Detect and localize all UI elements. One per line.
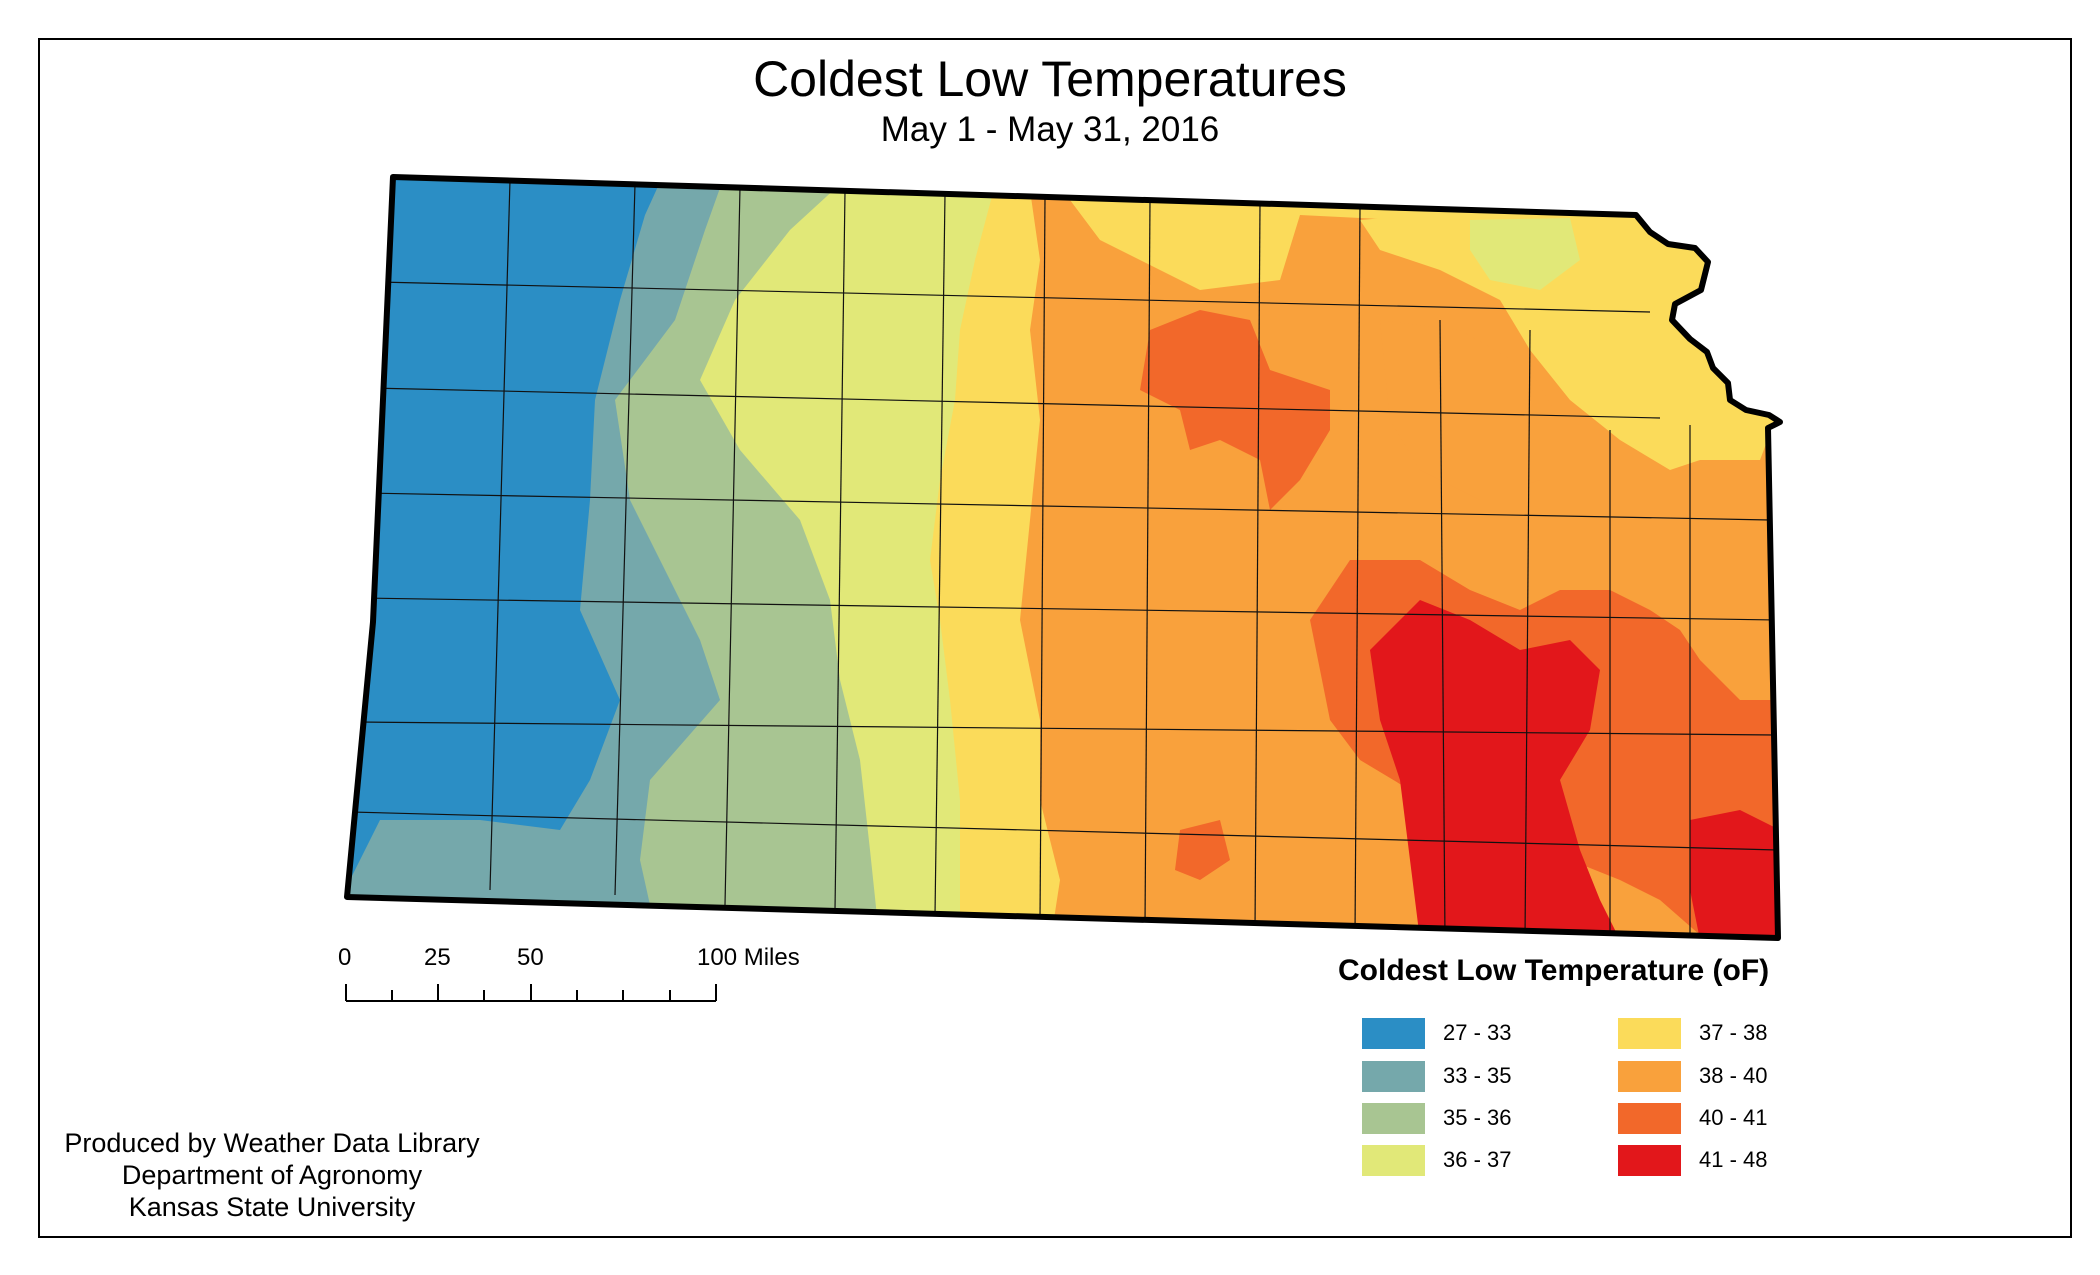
- legend-label: 35 - 36: [1443, 1105, 1512, 1130]
- county-lines: [350, 179, 1779, 938]
- legend-label: 37 - 38: [1699, 1020, 1768, 1045]
- legend-swatch: [1362, 1145, 1425, 1176]
- credit-line-university: Kansas State University: [128, 1192, 416, 1222]
- kansas-state-border: [344, 174, 1783, 941]
- map-subtitle: May 1 - May 31, 2016: [880, 110, 1220, 149]
- scale-label-100-miles: 100 Miles: [697, 944, 800, 971]
- legend-label: 40 - 41: [1699, 1105, 1768, 1130]
- legend-item: 40 - 41: [1618, 1103, 1918, 1137]
- scale-label-50: 50: [517, 944, 544, 971]
- legend-label: 41 - 48: [1699, 1147, 1768, 1172]
- legend-swatch: [1618, 1103, 1681, 1134]
- legend-title: Coldest Low Temperature (oF): [1338, 954, 1770, 987]
- legend-label: 36 - 37: [1443, 1147, 1512, 1172]
- legend-swatch: [1618, 1018, 1681, 1049]
- legend-item: 27 - 33: [1362, 1018, 1662, 1052]
- legend-item: 37 - 38: [1618, 1018, 1918, 1052]
- map-title: Coldest Low Temperatures: [753, 51, 1347, 107]
- legend-swatch: [1362, 1061, 1425, 1092]
- legend-label: 33 - 35: [1443, 1063, 1512, 1088]
- zone-41-48: [1370, 600, 1620, 938]
- credit-line-department: Department of Agronomy: [121, 1160, 423, 1190]
- zone-37-38-ne: [1360, 210, 1775, 470]
- scale-label-25: 25: [424, 944, 451, 971]
- credits-block: Produced by Weather Data Library Departm…: [52, 1127, 492, 1223]
- legend-swatch: [1362, 1018, 1425, 1049]
- map-frame: [38, 38, 2072, 1238]
- zone-38-40-ne-patch: [1380, 320, 1560, 500]
- scale-bar: [345, 984, 717, 1002]
- legend-item: 36 - 37: [1362, 1145, 1662, 1179]
- legend-swatch: [1362, 1103, 1425, 1134]
- zone-40-41-center: [1140, 310, 1330, 510]
- zone-41-48-se-corner: [1690, 810, 1780, 938]
- legend-swatch: [1618, 1061, 1681, 1092]
- legend-label: 27 - 33: [1443, 1020, 1512, 1045]
- zone-36-37-ne: [1470, 218, 1580, 290]
- legend-item: 35 - 36: [1362, 1103, 1662, 1137]
- legend-label: 38 - 40: [1699, 1063, 1768, 1088]
- temperature-zones: [347, 177, 1780, 938]
- legend-swatch: [1618, 1145, 1681, 1176]
- legend-item: 38 - 40: [1618, 1061, 1918, 1095]
- credit-line-producer: Produced by Weather Data Library: [64, 1128, 480, 1158]
- legend-item: 33 - 35: [1362, 1061, 1662, 1095]
- scale-label-0: 0: [338, 944, 352, 971]
- legend-item: 41 - 48: [1618, 1145, 1918, 1179]
